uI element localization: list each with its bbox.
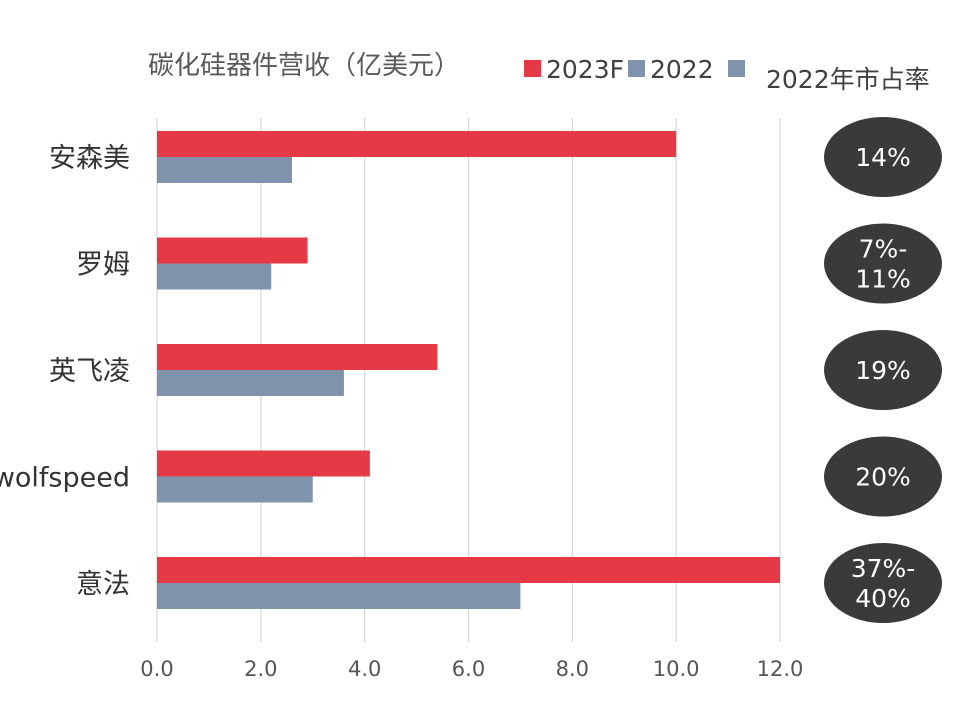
bar-2022 (157, 583, 521, 609)
market-share-label: 20% (855, 463, 911, 492)
bars (157, 131, 780, 609)
category-label: 罗姆 (76, 250, 130, 281)
market-share-badges: 14% 7%-11% 19% 20% 37%-40% (824, 117, 942, 623)
bar-2023f (157, 131, 677, 157)
legend-swatch-market-share (728, 60, 745, 77)
market-share-badge: 19% (824, 330, 942, 410)
bar-2023f (157, 344, 438, 370)
bar-2023f (157, 557, 780, 583)
market-share-label: 19% (855, 356, 911, 385)
x-tick-label: 0.0 (140, 657, 173, 681)
x-tick-label: 12.0 (757, 657, 804, 681)
bar-2023f (157, 237, 308, 264)
legend: 2023F 2022 2022年市占率 (524, 55, 930, 94)
market-share-badge: 7%-11% (824, 223, 942, 304)
bar-2022 (157, 263, 272, 290)
legend-label-2022: 2022 (650, 55, 714, 84)
market-share-label: 14% (855, 143, 911, 172)
bar-2022 (157, 476, 313, 503)
market-share-label: 11% (855, 265, 911, 294)
market-share-label: 37%- (851, 554, 916, 583)
market-share-badge: 14% (824, 117, 942, 197)
legend-swatch-2023f (524, 60, 541, 77)
bar-2022 (157, 157, 292, 183)
legend-label-market-share: 2022年市占率 (766, 65, 930, 94)
x-tick-label: 6.0 (452, 657, 485, 681)
category-label: wolfspeed (0, 463, 130, 494)
market-share-label: 7%- (859, 235, 908, 264)
category-label: 英飞凌 (49, 356, 130, 387)
gridlines (156, 118, 781, 642)
market-share-ellipse (824, 117, 942, 197)
market-share-ellipse (824, 436, 942, 517)
legend-swatch-2022 (628, 60, 645, 77)
bar-2023f (157, 450, 370, 477)
market-share-label: 40% (855, 584, 911, 613)
category-label: 安森美 (49, 143, 130, 174)
x-tick-label: 4.0 (348, 657, 381, 681)
market-share-badge: 20% (824, 436, 942, 517)
market-share-badge: 37%-40% (824, 543, 942, 623)
market-share-ellipse (824, 330, 942, 410)
legend-label-2023f: 2023F (546, 55, 624, 84)
bar-2022 (157, 370, 344, 396)
x-tick-label: 8.0 (556, 657, 589, 681)
market-share-ellipse (824, 543, 942, 623)
market-share-ellipse (824, 223, 942, 304)
x-tick-label: 2.0 (244, 657, 277, 681)
x-tick-label: 10.0 (653, 657, 700, 681)
chart-title: 碳化硅器件营收（亿美元） (148, 51, 460, 81)
x-tick-labels: 0.0 2.0 4.0 6.0 8.0 10.0 12.0 (140, 657, 803, 681)
category-label: 意法 (76, 569, 130, 600)
